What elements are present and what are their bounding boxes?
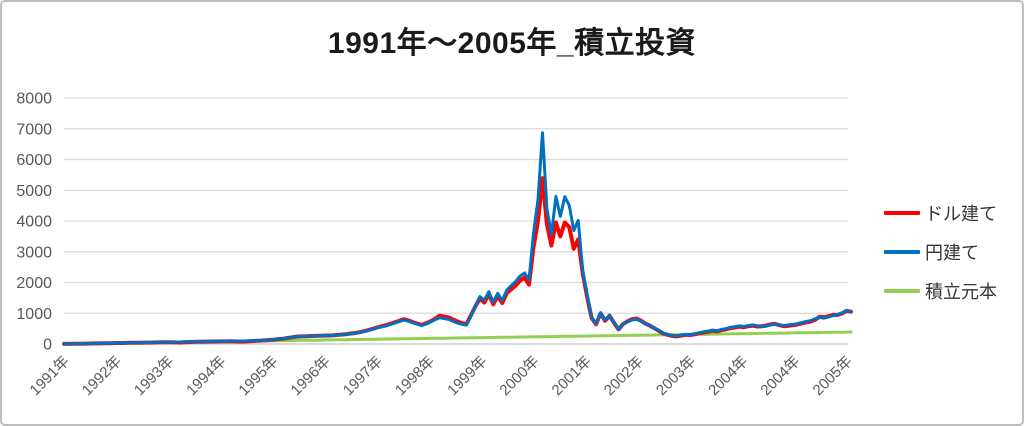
x-axis-label-3: 1994年: [183, 353, 229, 399]
legend-item-0: ドル建て: [884, 201, 997, 225]
y-axis-label-4000: 4000: [16, 214, 52, 231]
y-axis-label-2000: 2000: [16, 275, 52, 292]
legend-label: 積立元本: [925, 282, 997, 302]
x-axis-label-9: 2000年: [496, 353, 542, 399]
x-axis-label-13: 2004年: [705, 353, 751, 399]
y-axis-label-3000: 3000: [16, 244, 52, 261]
x-axis-label-12: 2003年: [653, 353, 699, 399]
legend: ドル建て円建て積立元本: [884, 201, 997, 303]
x-axis-label-6: 1997年: [340, 353, 386, 399]
legend-item-1: 円建て: [884, 240, 997, 264]
series-line-0: [62, 176, 853, 346]
x-axis-label-7: 1998年: [392, 353, 438, 399]
legend-line-icon: [884, 250, 920, 254]
y-axis-label-7000: 7000: [16, 121, 52, 138]
x-axis-label-4: 1995年: [235, 353, 281, 399]
x-axis-label-2: 1993年: [131, 353, 177, 399]
y-axis-label-0: 0: [43, 337, 52, 354]
legend-item-2: 積立元本: [884, 279, 997, 303]
x-axis-label-1: 1992年: [79, 353, 125, 399]
x-axis-label-10: 2001年: [549, 353, 595, 399]
x-axis-tick-labels: 1991年 1992年 1993年 1994年 1995年 1996年 1997年 1998年…: [27, 353, 856, 399]
y-axis-label-8000: 8000: [16, 91, 52, 108]
series-line-1: [62, 131, 853, 346]
y-axis-label-6000: 6000: [16, 152, 52, 169]
legend-line-icon: [884, 289, 920, 293]
x-axis-label-11: 2002年: [601, 353, 647, 399]
y-axis-tick-labels: 0 1000 2000 3000 4000 5000 6000 7000 8000: [16, 91, 52, 354]
chart-title: 1991年～2005年_積立投資: [327, 27, 697, 60]
series-lines: [62, 131, 853, 346]
gridlines: [64, 97, 848, 345]
y-axis-label-5000: 5000: [16, 183, 52, 200]
y-axis-label-1000: 1000: [16, 306, 52, 323]
x-axis-label-8: 1999年: [444, 353, 490, 399]
legend-label: 円建て: [925, 243, 979, 263]
legend-label: ドル建て: [925, 204, 997, 224]
x-axis-label-5: 1996年: [288, 353, 334, 399]
x-axis-label-15: 2005年: [810, 353, 856, 399]
x-axis-label-14: 2004年: [757, 353, 803, 399]
legend-line-icon: [884, 211, 920, 215]
x-axis-label-0: 1991年: [27, 353, 73, 399]
